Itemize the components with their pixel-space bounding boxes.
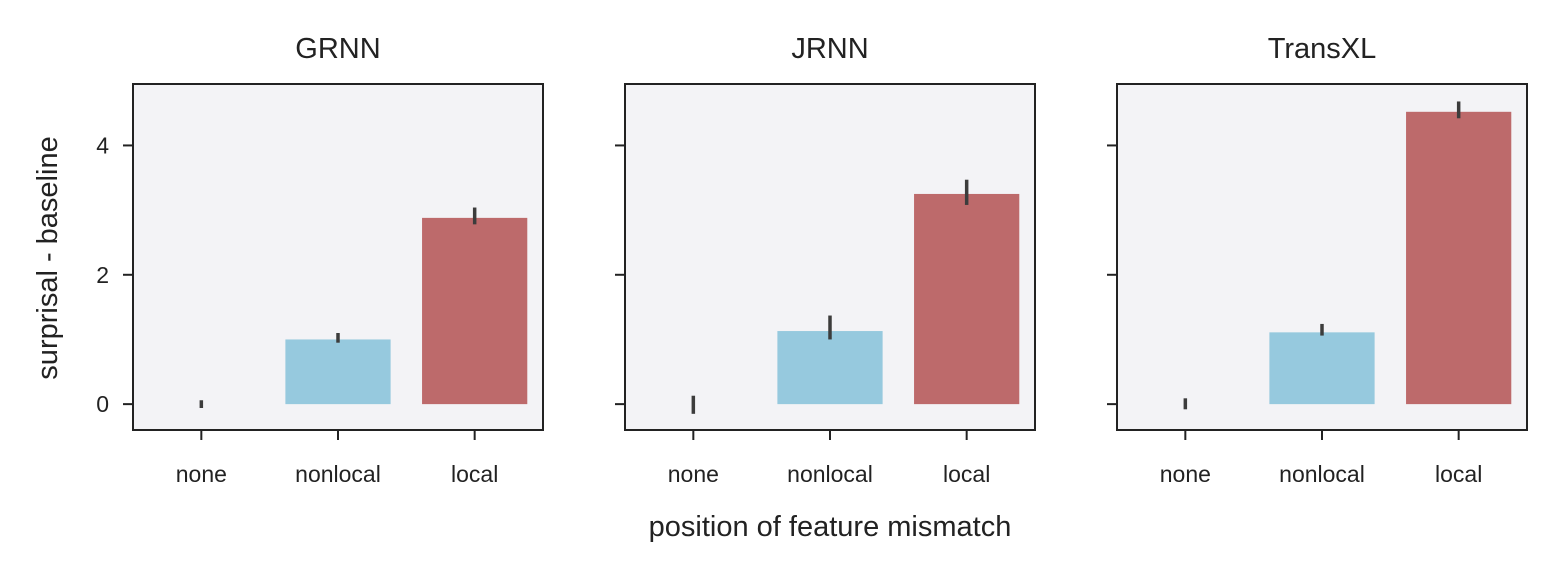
x-tick-label-none: none <box>1160 461 1211 487</box>
x-tick-label-local: local <box>451 461 498 487</box>
y-tick-label: 2 <box>96 262 109 288</box>
plot-frame <box>624 83 1036 431</box>
bar-nonlocal <box>285 339 391 405</box>
panel-jrnn: JRNN none nonlocal local <box>615 33 1036 487</box>
panel-title: JRNN <box>791 33 868 65</box>
bar-nonlocal <box>1269 332 1375 405</box>
chart-panels: GRNN none nonlocal local 0 2 4 JRNN none nonlocal… <box>96 33 1528 487</box>
bar-local <box>422 217 528 405</box>
panel-grnn: GRNN none nonlocal local 0 2 4 <box>96 33 544 487</box>
y-axis-label: surprisal - baseline <box>32 136 64 379</box>
x-tick-label-local: local <box>943 461 990 487</box>
panel-transxl: TransXL none nonlocal local <box>1107 33 1528 487</box>
plot-frame <box>1116 83 1528 431</box>
x-axis-label: position of feature mismatch <box>649 511 1012 543</box>
bar-nonlocal <box>777 331 883 405</box>
panel-title: TransXL <box>1268 33 1377 65</box>
x-tick-label-nonlocal: nonlocal <box>1279 461 1365 487</box>
x-tick-label-nonlocal: nonlocal <box>787 461 873 487</box>
panel-title: GRNN <box>295 33 380 65</box>
x-tick-label-nonlocal: nonlocal <box>295 461 381 487</box>
y-tick-label: 0 <box>96 391 109 417</box>
bar-local <box>914 193 1020 405</box>
plot-frame <box>132 83 544 431</box>
x-tick-label-none: none <box>176 461 227 487</box>
bar-local <box>1406 111 1512 405</box>
x-tick-label-none: none <box>668 461 719 487</box>
y-tick-label: 4 <box>96 132 109 158</box>
x-tick-label-local: local <box>1435 461 1482 487</box>
